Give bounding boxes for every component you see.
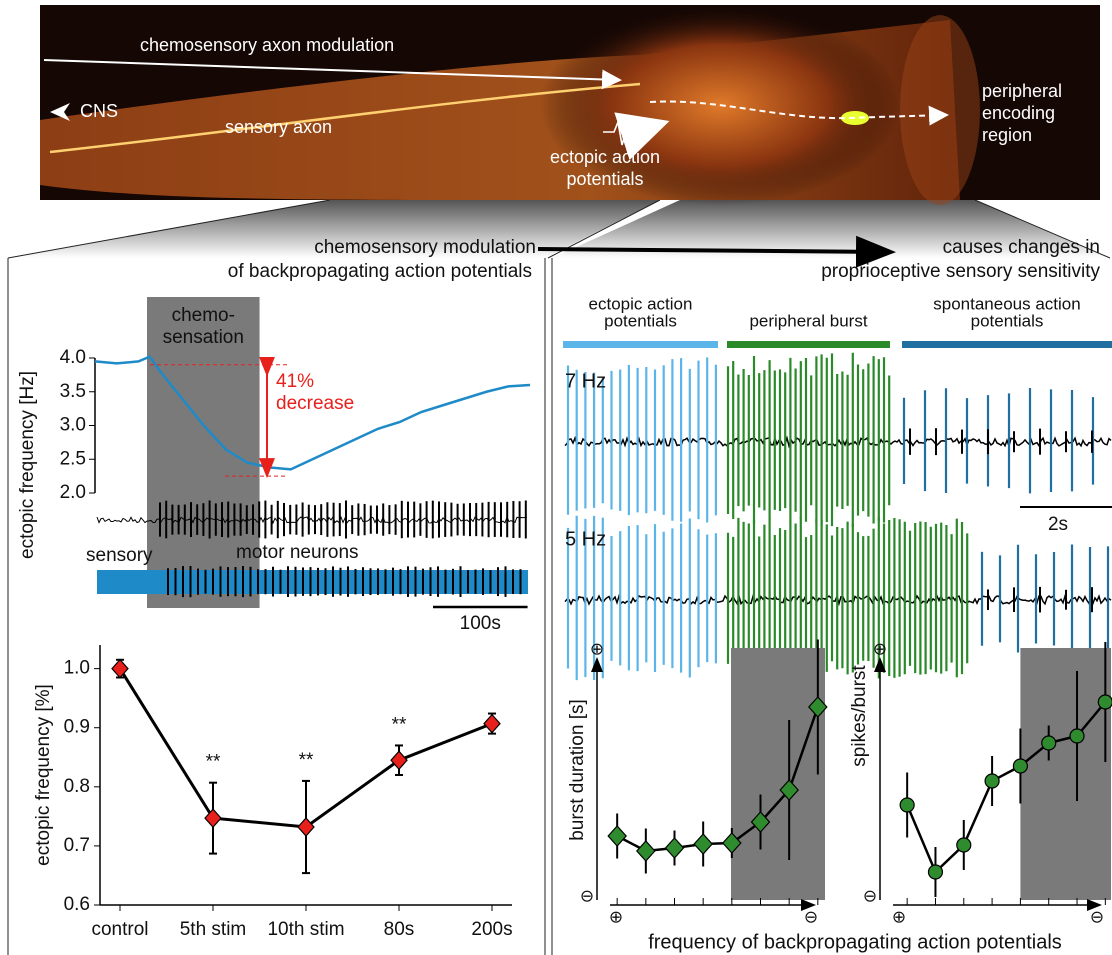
data-point	[391, 751, 407, 769]
sensory-band	[97, 570, 528, 594]
image-label: chemosensory axon modulation	[140, 35, 394, 55]
shared-x-label: frequency of backpropagating action pote…	[648, 931, 1062, 953]
data-point	[666, 838, 684, 858]
axis-end: ⊖	[1090, 907, 1104, 926]
data-point	[637, 841, 655, 861]
rate-label: 5 Hz	[565, 528, 606, 550]
image-label: sensory axon	[225, 117, 332, 137]
shade-label: chemo-	[172, 305, 235, 326]
data-point	[1042, 736, 1056, 750]
data-point	[484, 715, 500, 733]
figure: chemosensory axon modulation CNS sensory a…	[0, 0, 1112, 955]
image-label: potentials	[566, 169, 643, 189]
legend-bar	[902, 341, 1112, 348]
y-tick-label: 0.8	[64, 776, 90, 797]
x-tick-label: 5th stim	[180, 919, 247, 940]
data-point	[985, 774, 999, 788]
y-axis-label: ectopic frequency [Hz]	[17, 371, 38, 559]
data-point	[1013, 759, 1027, 773]
x-tick-label: 200s	[471, 919, 512, 940]
x-tick-label: 10th stim	[267, 919, 344, 940]
x-tick-label: control	[91, 919, 148, 940]
legend-bar	[727, 341, 890, 348]
axis-end: ⊕	[873, 639, 887, 658]
y-tick-label: 4.0	[60, 347, 86, 368]
legend-label: peripheral burst	[749, 311, 867, 330]
image-label: encoding	[982, 103, 1055, 123]
y-tick-label: 0.7	[64, 835, 90, 856]
y-tick-label: 0.6	[64, 894, 90, 915]
panel-header: of backpropagating action potentials	[228, 261, 532, 282]
shade-label: sensation	[163, 327, 244, 348]
panel-header: proprioceptive sensory sensitivity	[821, 261, 1100, 282]
y-tick-label: 0.9	[64, 717, 90, 738]
data-point	[608, 826, 626, 846]
data-point	[1070, 729, 1084, 743]
shade	[731, 648, 825, 900]
y-tick-label: 2.5	[60, 448, 86, 469]
data-point	[298, 818, 314, 836]
y-axis-label: ectopic frequency [%]	[33, 684, 54, 866]
data-point	[928, 865, 942, 879]
image-label: region	[982, 125, 1032, 145]
data-point	[957, 838, 971, 852]
legend-label: potentials	[971, 311, 1044, 330]
rate-label: 7 Hz	[565, 370, 606, 392]
shade	[1020, 648, 1111, 900]
significance-label: **	[206, 752, 221, 773]
scale-bar-label: 2s	[1048, 514, 1068, 535]
axis-end: ⊖	[580, 886, 594, 905]
data-point	[900, 798, 914, 812]
axis-end: ⊕	[609, 907, 623, 926]
axis-end: ⊕	[892, 907, 906, 926]
panel-header: chemosensory modulation	[314, 237, 536, 258]
legend-bar	[563, 341, 718, 348]
y-tick-label: 3.0	[60, 415, 86, 436]
scale-bar-label: 100s	[460, 613, 501, 634]
y-axis-label: spikes/burst	[849, 665, 870, 767]
axis-end: ⊖	[804, 907, 818, 926]
x-tick-label: 80s	[384, 919, 415, 940]
data-point	[694, 834, 712, 854]
y-tick-label: 2.0	[60, 482, 86, 503]
axis-end: ⊖	[863, 886, 877, 905]
significance-label: **	[392, 714, 407, 735]
legend-label: potentials	[604, 311, 677, 330]
y-tick-label: 3.5	[60, 381, 86, 402]
axis-end: ⊕	[590, 639, 604, 658]
image-label: ectopic action	[550, 147, 660, 167]
image-label: CNS	[80, 101, 118, 121]
image-label: peripheral	[982, 81, 1062, 101]
annotation: 41%	[276, 371, 314, 392]
data-point	[1098, 695, 1112, 709]
trace-label: motor neurons	[236, 542, 359, 563]
trace-label: sensory	[86, 545, 153, 566]
annotation: decrease	[276, 393, 354, 414]
y-axis-label: burst duration [s]	[567, 699, 588, 841]
panel-header: causes changes in	[943, 237, 1100, 258]
y-tick-label: 1.0	[64, 658, 90, 679]
significance-label: **	[299, 750, 314, 771]
